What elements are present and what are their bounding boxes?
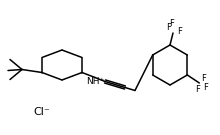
Text: F: F [201, 73, 206, 82]
Text: F: F [195, 85, 200, 94]
Text: F: F [170, 19, 174, 28]
Text: F: F [178, 26, 182, 36]
Text: F: F [203, 82, 208, 92]
Text: NH⁺: NH⁺ [86, 77, 104, 85]
Text: F: F [167, 23, 171, 33]
Text: Cl⁻: Cl⁻ [34, 107, 50, 117]
